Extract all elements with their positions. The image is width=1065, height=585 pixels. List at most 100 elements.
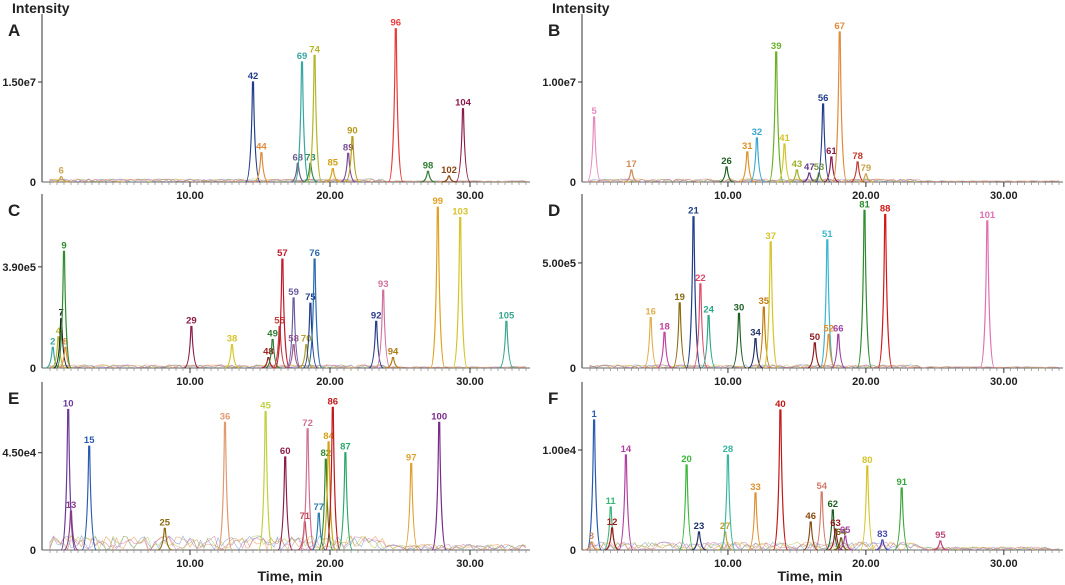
y-tick-label: 1.00e4 <box>542 445 577 457</box>
peak-label-4: 4 <box>56 326 62 337</box>
peak-label-82: 82 <box>321 448 332 459</box>
peak-label-91: 91 <box>896 477 907 488</box>
peak-84 <box>320 441 337 551</box>
y-tick-label: 5.00e5 <box>542 258 576 270</box>
peak-52 <box>821 333 837 369</box>
peak-26 <box>719 166 734 183</box>
peak-label-14: 14 <box>621 444 632 455</box>
peak-48 <box>261 357 276 369</box>
peak-79 <box>858 173 874 183</box>
peak-label-23: 23 <box>694 521 705 532</box>
peak-94 <box>385 357 401 369</box>
x-axis-title-right: Time, min <box>777 568 842 584</box>
peak-102 <box>441 175 457 183</box>
peak-label-83: 83 <box>877 529 888 540</box>
peak-63 <box>828 528 843 551</box>
peak-37 <box>762 241 779 369</box>
panel-letter: D <box>548 201 560 220</box>
x-minor-ticks <box>589 368 1060 371</box>
y-zero-label: 0 <box>30 177 36 189</box>
peak-label-45: 45 <box>260 401 271 412</box>
peak-label-56: 56 <box>818 93 829 104</box>
peak-label-73: 73 <box>305 152 316 163</box>
peak-label-5: 5 <box>591 106 597 117</box>
peak-label-38: 38 <box>227 334 238 345</box>
x-tick-label: 30.00 <box>990 558 1018 570</box>
peak-93 <box>375 289 391 369</box>
peak-76 <box>306 258 323 369</box>
baseline-trace <box>49 178 527 183</box>
peak-97 <box>403 462 419 551</box>
x-tick-label: 20.00 <box>852 190 880 202</box>
baseline-trace <box>589 541 1060 551</box>
peak-label-90: 90 <box>347 126 358 137</box>
panel-B: B 1.00e7 0 10.00 20.00 30.00 5 17 26 31 32 39 41 43 47… <box>542 14 1063 202</box>
peak-label-17: 17 <box>626 159 637 170</box>
peak-label-69: 69 <box>297 51 308 62</box>
peak-label-11: 11 <box>606 496 617 507</box>
x-tick-label: 30.00 <box>456 558 484 570</box>
peak-95 <box>933 540 948 551</box>
x-tick-label: 20.00 <box>852 376 880 388</box>
peak-20 <box>678 464 695 551</box>
x-tick-label: 20.00 <box>852 558 880 570</box>
peak-69 <box>294 61 310 183</box>
peak-label-99: 99 <box>433 196 444 207</box>
peak-label-57: 57 <box>277 248 288 259</box>
x-tick-label: 20.00 <box>316 190 344 202</box>
peak-82 <box>318 458 334 551</box>
peak-14 <box>618 454 634 551</box>
peak-33 <box>747 492 764 551</box>
y-zero-label: 0 <box>30 545 36 557</box>
y-zero-label: 0 <box>570 363 576 375</box>
x-tick-label: 20.00 <box>316 558 344 570</box>
peak-label-22: 22 <box>695 273 706 284</box>
peak-42 <box>245 81 261 183</box>
peak-label-62: 62 <box>827 499 838 510</box>
peak-label-76: 76 <box>309 248 320 259</box>
peak-label-41: 41 <box>779 133 790 144</box>
peak-88 <box>877 214 893 369</box>
x-tick-label: 10.00 <box>714 376 742 388</box>
peak-25 <box>157 527 173 551</box>
peak-74 <box>306 54 323 183</box>
peak-label-44: 44 <box>256 142 267 153</box>
peak-50 <box>807 342 823 369</box>
peak-100 <box>431 421 447 551</box>
peak-label-85: 85 <box>328 158 339 169</box>
peak-label-95: 95 <box>935 530 946 541</box>
peak-44 <box>254 152 269 183</box>
peak-label-68: 68 <box>293 152 304 163</box>
peak-92 <box>368 320 384 369</box>
x-minor-ticks <box>49 368 527 371</box>
peak-label-32: 32 <box>752 127 763 138</box>
peak-78 <box>850 161 865 183</box>
peak-96 <box>388 28 404 183</box>
x-tick-label: 10.00 <box>176 558 204 570</box>
peak-35 <box>756 306 772 369</box>
peak-label-97: 97 <box>406 453 417 464</box>
y-tick-label: 1.50e7 <box>2 77 36 89</box>
peak-label-67: 67 <box>834 21 845 32</box>
peak-label-93: 93 <box>378 279 389 290</box>
peak-label-53: 53 <box>814 162 825 173</box>
peak-label-94: 94 <box>388 347 399 358</box>
baseline-trace <box>49 534 527 551</box>
peak-2 <box>45 346 61 369</box>
peak-68 <box>290 162 306 183</box>
peak-29 <box>183 325 199 369</box>
peak-label-79: 79 <box>861 163 872 174</box>
peak-45 <box>257 411 274 551</box>
x-tick-label: 30.00 <box>456 376 484 388</box>
peak-label-25: 25 <box>160 517 171 528</box>
peak-98 <box>420 170 436 183</box>
peak-85 <box>325 168 341 183</box>
peak-label-103: 103 <box>452 207 468 218</box>
peak-label-84: 84 <box>323 431 334 442</box>
peak-10 <box>60 408 76 551</box>
peak-9 <box>56 250 72 369</box>
y-axis-title-left: Intensity <box>12 0 70 16</box>
peak-label-2: 2 <box>50 336 55 347</box>
